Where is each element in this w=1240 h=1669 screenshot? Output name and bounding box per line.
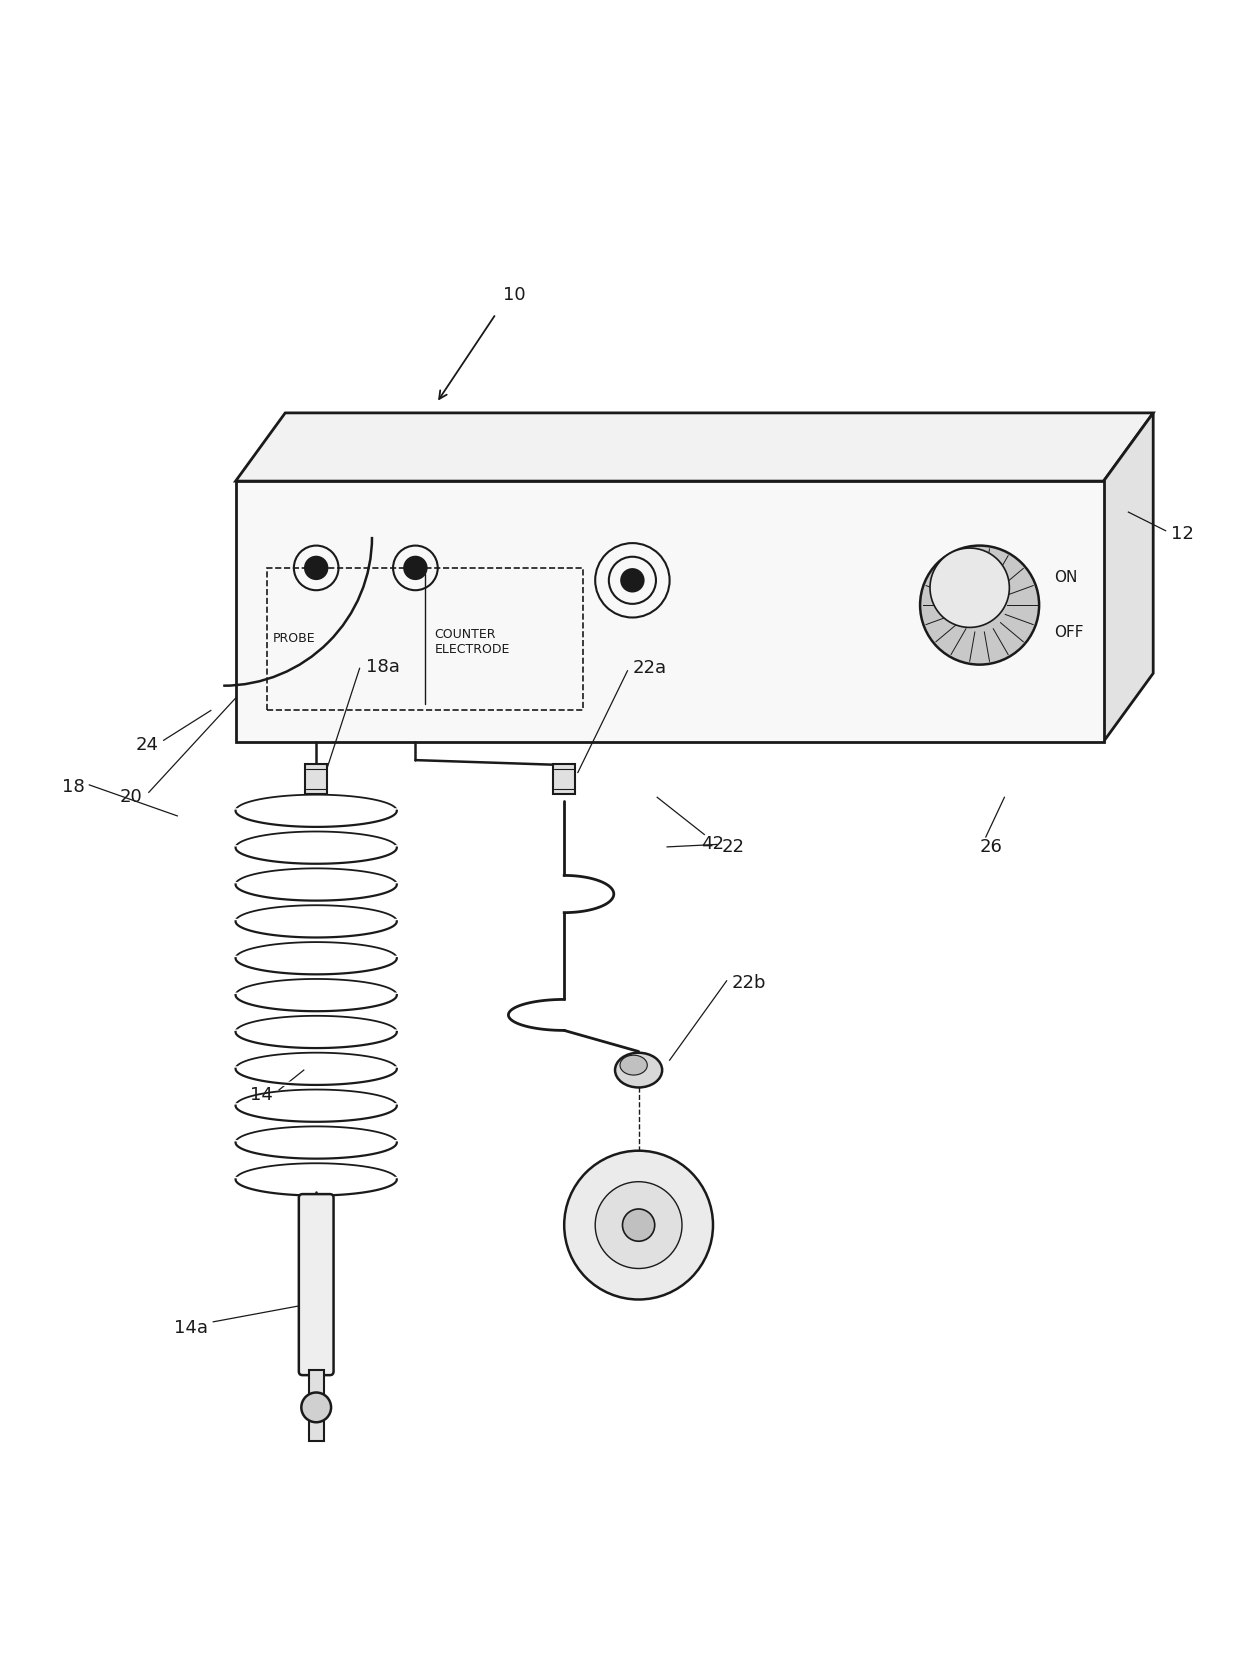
Text: COUNTER
ELECTRODE: COUNTER ELECTRODE <box>435 628 510 656</box>
Circle shape <box>622 1208 655 1242</box>
Text: 14a: 14a <box>175 1319 208 1337</box>
Text: 42: 42 <box>701 836 724 853</box>
Circle shape <box>595 1182 682 1268</box>
Text: 22b: 22b <box>732 975 766 993</box>
Polygon shape <box>1104 412 1153 741</box>
Text: 16: 16 <box>585 1262 608 1280</box>
Text: ON: ON <box>1054 571 1078 586</box>
Ellipse shape <box>615 1053 662 1088</box>
Text: 26: 26 <box>980 838 1002 856</box>
FancyBboxPatch shape <box>553 764 575 793</box>
FancyBboxPatch shape <box>305 764 327 793</box>
Text: OFF: OFF <box>1054 624 1084 639</box>
Text: 20: 20 <box>120 788 143 806</box>
Circle shape <box>305 557 327 579</box>
Text: 18: 18 <box>62 778 84 796</box>
Circle shape <box>621 569 644 591</box>
Text: 14: 14 <box>250 1087 273 1103</box>
Text: 10: 10 <box>503 285 526 304</box>
Circle shape <box>301 1392 331 1422</box>
Ellipse shape <box>620 1055 647 1075</box>
Text: PROBE: PROBE <box>273 633 315 646</box>
Text: 12: 12 <box>1171 526 1193 544</box>
Text: 22: 22 <box>722 838 745 856</box>
Text: 18a: 18a <box>366 658 399 676</box>
Circle shape <box>564 1150 713 1300</box>
Circle shape <box>920 546 1039 664</box>
Text: 24: 24 <box>135 736 159 754</box>
Polygon shape <box>236 412 1153 481</box>
FancyBboxPatch shape <box>299 1193 334 1375</box>
Circle shape <box>404 557 427 579</box>
Polygon shape <box>236 481 1104 741</box>
FancyBboxPatch shape <box>309 1370 324 1440</box>
Circle shape <box>930 547 1009 628</box>
Text: 22a: 22a <box>632 659 667 678</box>
